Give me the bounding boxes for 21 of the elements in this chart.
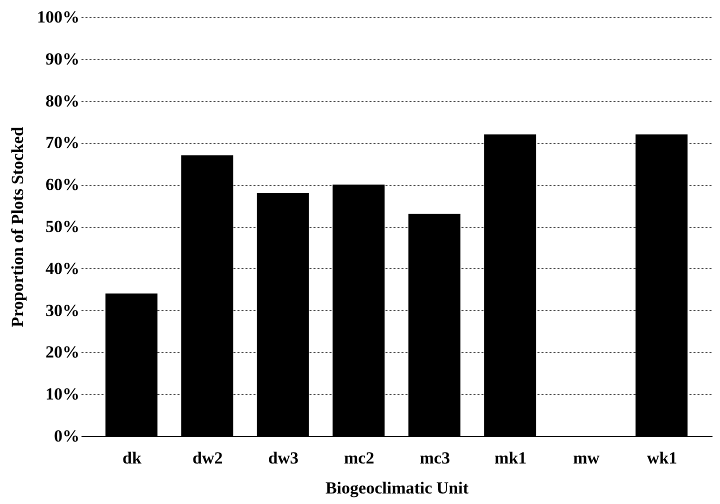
y-tick-label: 80% xyxy=(46,91,80,110)
y-tick-label: 30% xyxy=(46,300,80,320)
y-axis-title: Proportion of Plots Stocked xyxy=(8,126,27,328)
y-tick-label: 20% xyxy=(46,342,80,362)
y-tick-label: 0% xyxy=(54,426,80,446)
y-tick-label: 100% xyxy=(37,8,80,26)
x-tick-label: mc3 xyxy=(420,448,450,468)
y-tick-label: 50% xyxy=(46,217,80,236)
x-tick-label: mc2 xyxy=(344,448,374,468)
y-tick-label: 90% xyxy=(46,49,80,68)
x-tick-label: dw3 xyxy=(268,448,299,468)
x-tick-label: mk1 xyxy=(494,448,527,468)
x-tick-label: dk xyxy=(122,448,142,468)
x-tick-label: wk1 xyxy=(646,448,678,468)
x-axis-title: Biogeoclimatic Unit xyxy=(325,478,469,498)
y-tick-label: 10% xyxy=(46,384,80,404)
y-tick-label: 60% xyxy=(46,175,80,194)
y-tick-label: 70% xyxy=(46,133,80,152)
x-tick-label: mw xyxy=(573,448,600,468)
y-tick-label: 40% xyxy=(46,258,80,278)
x-tick-label: dw2 xyxy=(192,448,223,468)
